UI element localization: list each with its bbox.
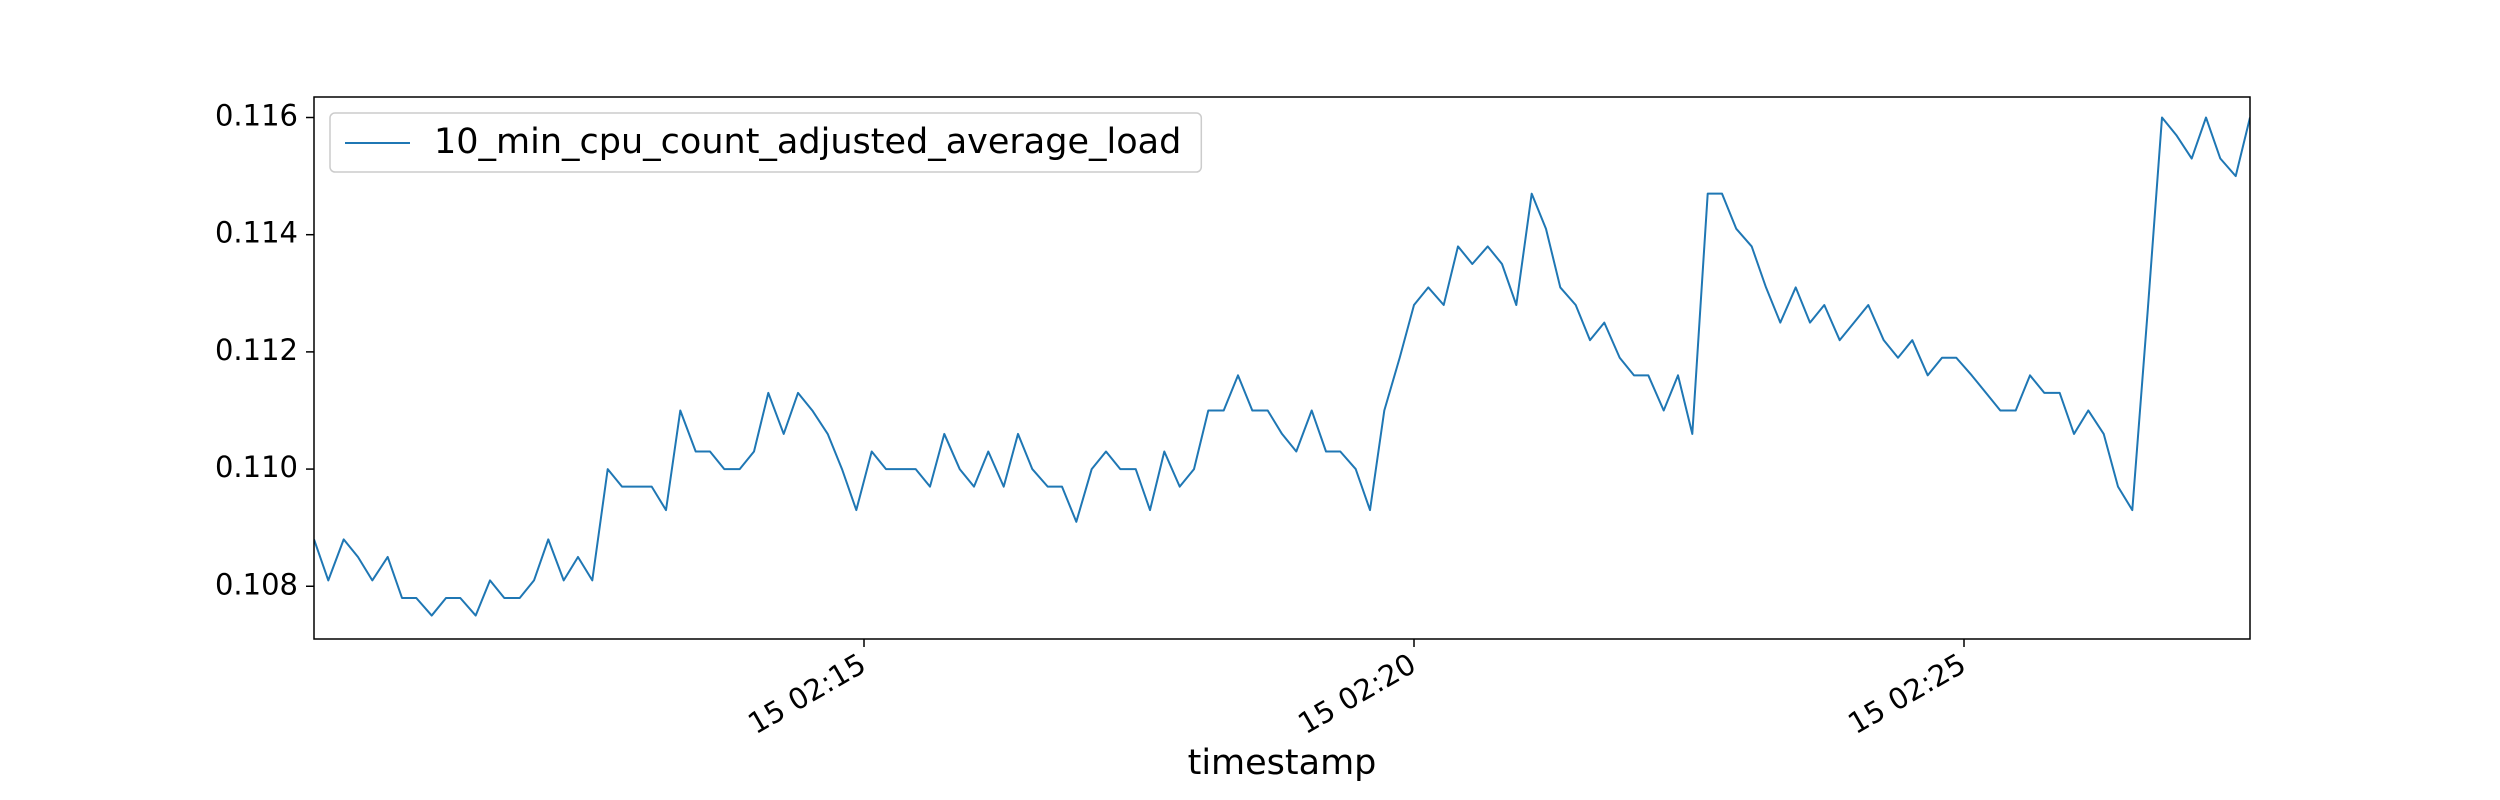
data-line [314, 116, 2250, 617]
y-tick-label: 0.116 [215, 99, 298, 133]
legend-box [329, 112, 1203, 173]
legend-label: 10_min_cpu_count_adjusted_average_load [434, 122, 1181, 162]
y-tick-label: 0.110 [215, 450, 298, 484]
plot-frame [313, 96, 2251, 640]
x-axis-label: timestamp [1188, 743, 1377, 783]
y-tick-label: 0.108 [215, 567, 298, 601]
y-tick-label: 0.114 [215, 216, 298, 250]
y-tick-label: 0.112 [215, 333, 298, 367]
